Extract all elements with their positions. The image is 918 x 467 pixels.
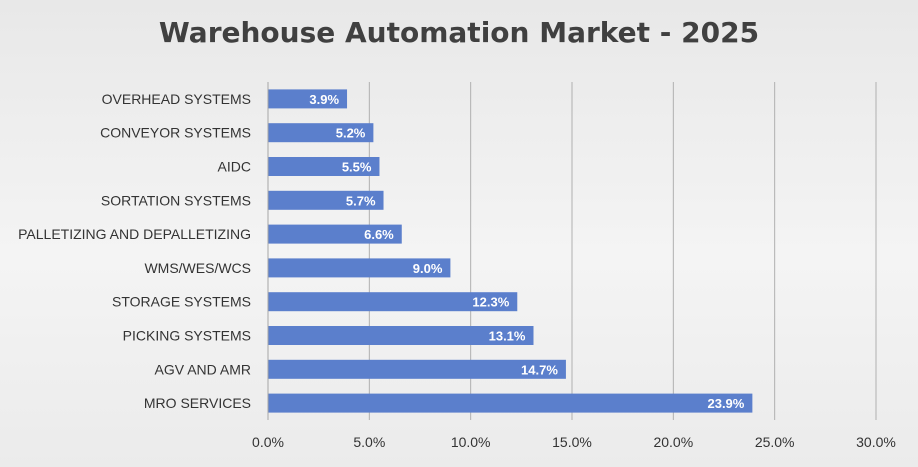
category-label-6: STORAGE SYSTEMS (112, 294, 251, 310)
x-tick-label-3: 15.0% (552, 434, 592, 450)
bar-9 (268, 393, 753, 413)
data-label-3: 5.7% (346, 193, 376, 208)
bar-2 (268, 157, 380, 176)
data-label-5: 9.0% (413, 261, 443, 276)
bar-5 (268, 258, 451, 278)
bar-6 (268, 292, 518, 312)
data-label-0: 3.9% (309, 92, 339, 107)
data-label-4: 6.6% (364, 227, 394, 242)
x-tick-label-0: 0.0% (252, 434, 284, 450)
bar-8 (268, 359, 566, 379)
category-label-8: AGV AND AMR (155, 361, 251, 377)
category-label-7: PICKING SYSTEMS (123, 328, 251, 344)
data-label-8: 14.7% (521, 362, 558, 377)
bar-3 (268, 190, 384, 210)
chart-title: Warehouse Automation Market - 2025 (158, 16, 760, 49)
data-label-6: 12.3% (472, 295, 509, 310)
bar-1 (268, 123, 374, 143)
x-tick-label-2: 10.0% (451, 434, 491, 450)
data-label-7: 13.1% (489, 329, 526, 344)
x-tick-label-4: 20.0% (653, 434, 693, 450)
category-label-0: OVERHEAD SYSTEMS (102, 91, 251, 107)
category-label-1: CONVEYOR SYSTEMS (100, 125, 251, 141)
data-label-9: 23.9% (707, 396, 744, 411)
bar-0 (268, 89, 348, 109)
bar-4 (268, 224, 402, 244)
data-label-1: 5.2% (336, 126, 366, 141)
category-label-9: MRO SERVICES (144, 395, 251, 411)
data-label-2: 5.5% (342, 160, 372, 175)
x-tick-label-1: 5.0% (353, 434, 385, 450)
category-label-2: AIDC (218, 159, 251, 175)
bar-7 (268, 326, 534, 345)
category-label-3: SORTATION SYSTEMS (101, 192, 251, 208)
category-label-5: WMS/WES/WCS (144, 260, 251, 276)
category-label-4: PALLETIZING AND DEPALLETIZING (18, 226, 251, 242)
x-tick-label-5: 25.0% (755, 434, 795, 450)
x-tick-label-6: 30.0% (856, 434, 896, 450)
